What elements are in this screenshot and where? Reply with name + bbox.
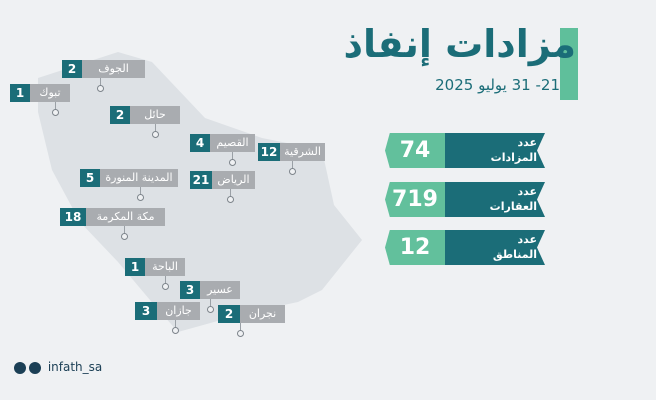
- stat-value: 12: [385, 230, 445, 265]
- linkedin-icon: [14, 361, 26, 374]
- region-count: 12: [258, 143, 280, 161]
- region-marker: [52, 109, 59, 116]
- region-stem: [140, 187, 141, 195]
- region-marker: [289, 168, 296, 175]
- handle: infath_sa: [47, 360, 103, 374]
- date: 21- 31 يوليو 2025: [435, 76, 560, 94]
- region-marker: [162, 283, 169, 290]
- region-name: المدينة المنورة: [100, 169, 178, 187]
- region-count: 1: [10, 84, 30, 102]
- region-count: 3: [135, 302, 157, 320]
- region-marker: [97, 85, 104, 92]
- region-count: 21: [190, 171, 212, 189]
- stat-label-top: عدد: [517, 233, 537, 246]
- region-name: الشرقية: [280, 143, 325, 161]
- region-stem: [292, 161, 293, 169]
- region-stem: [100, 78, 101, 86]
- region-stem: [55, 102, 56, 110]
- stat-label: عدد العقارات: [445, 182, 545, 217]
- region-marker: [152, 131, 159, 138]
- stat-label: عدد المناطق: [445, 230, 545, 265]
- region-count: 18: [60, 208, 86, 226]
- region-marker: [172, 327, 179, 334]
- region-stem: [165, 276, 166, 284]
- region-marker: [237, 330, 244, 337]
- region-stem: [155, 124, 156, 132]
- region-stem: [240, 323, 241, 331]
- stat-value: 719: [385, 182, 445, 217]
- region-count: 2: [110, 106, 130, 124]
- region-count: 5: [80, 169, 100, 187]
- region-marker: [227, 196, 234, 203]
- region-stem: [232, 152, 233, 160]
- stat-label-top: عدد: [517, 136, 537, 149]
- region-count: 1: [125, 258, 145, 276]
- region-marker: [207, 306, 214, 313]
- x-icon: [29, 361, 41, 374]
- region-marker: [229, 159, 236, 166]
- region-stem: [175, 320, 176, 328]
- stat-label-text: المزادات: [490, 151, 537, 164]
- stat-value: 74: [385, 133, 445, 168]
- title: مزادات إنفاذ: [343, 22, 576, 66]
- region-name: نجران: [240, 305, 285, 323]
- region-stem: [230, 189, 231, 197]
- region-count: 3: [180, 281, 200, 299]
- region-marker: [121, 233, 128, 240]
- region-count: 2: [218, 305, 240, 323]
- title-accent: [560, 28, 578, 100]
- region-name: الباحة: [145, 258, 185, 276]
- region-stem: [210, 299, 211, 307]
- region-marker: [137, 194, 144, 201]
- region-name: مكة المكرمة: [86, 208, 165, 226]
- region-stem: [124, 226, 125, 234]
- region-name: جازان: [157, 302, 200, 320]
- stat-label-text: المناطق: [492, 248, 537, 261]
- stat-label-top: عدد: [517, 185, 537, 198]
- stat-label: عدد المزادات: [445, 133, 545, 168]
- social: infath_sa: [14, 360, 102, 374]
- region-name: حائل: [130, 106, 180, 124]
- region-name: الرياض: [212, 171, 255, 189]
- stat-label-text: العقارات: [489, 200, 537, 213]
- region-name: الجوف: [82, 60, 145, 78]
- region-name: عسير: [200, 281, 240, 299]
- region-count: 4: [190, 134, 210, 152]
- region-count: 2: [62, 60, 82, 78]
- region-name: تبوك: [30, 84, 70, 102]
- region-name: القصيم: [210, 134, 255, 152]
